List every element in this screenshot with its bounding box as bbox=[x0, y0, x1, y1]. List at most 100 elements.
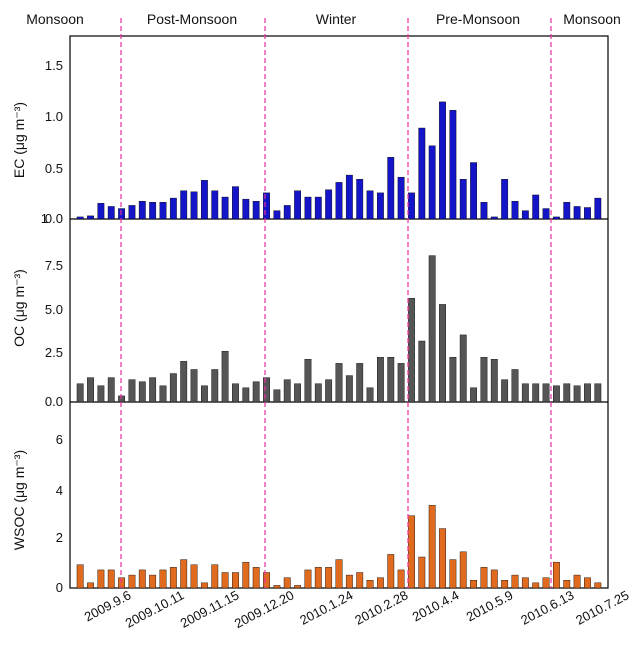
wsoc-bar bbox=[242, 561, 250, 589]
oc-bar bbox=[273, 389, 281, 403]
wsoc-bar bbox=[97, 569, 105, 589]
season-label-monsoon-end: Monsoon bbox=[563, 11, 621, 27]
oc-bar bbox=[304, 359, 312, 403]
ec-bar bbox=[283, 205, 291, 220]
wsoc-bar bbox=[397, 569, 405, 589]
oc-bar bbox=[76, 383, 84, 403]
xtick-label: 2010.7.25 bbox=[573, 587, 631, 627]
xtick-label: 2009.12.20 bbox=[232, 587, 297, 631]
ec-bar bbox=[377, 192, 384, 220]
wsoc-bar bbox=[584, 577, 591, 589]
oc-bar bbox=[325, 379, 333, 403]
xtick-label: 2010.4.4 bbox=[410, 587, 462, 624]
oc-ytick-label: 2.5 bbox=[45, 345, 63, 360]
ec-bar bbox=[418, 127, 426, 220]
wsoc-bar bbox=[356, 572, 364, 589]
ec-ytick-label: 0.0 bbox=[45, 211, 63, 226]
ec-bar bbox=[439, 101, 446, 220]
oc-ytick-label: 0.0 bbox=[45, 394, 63, 409]
wsoc-bar bbox=[573, 574, 581, 589]
oc-bar bbox=[594, 383, 602, 403]
ec-bar bbox=[480, 202, 488, 220]
ec-bar bbox=[128, 205, 136, 220]
oc-bar bbox=[138, 381, 146, 403]
oc-bar bbox=[345, 375, 353, 403]
ec-bar bbox=[159, 202, 167, 220]
wsoc-bar bbox=[169, 567, 177, 589]
oc-bar bbox=[335, 363, 343, 403]
season-dividers bbox=[120, 18, 552, 588]
wsoc-bar bbox=[325, 567, 333, 589]
ec-bar bbox=[459, 179, 467, 220]
oc-bar bbox=[97, 385, 105, 403]
wsoc-bar bbox=[283, 577, 291, 589]
oc-bar bbox=[356, 363, 364, 403]
oc-bar bbox=[180, 361, 188, 403]
wsoc-bar bbox=[387, 554, 395, 589]
wsoc-bar bbox=[480, 567, 488, 589]
ec-bar bbox=[594, 197, 602, 220]
wsoc-bar bbox=[470, 580, 478, 589]
oc-bar bbox=[563, 383, 571, 403]
oc-bar bbox=[314, 383, 322, 403]
wsoc-bar bbox=[232, 572, 239, 589]
wsoc-axis-title: WSOC (μg m⁻³) bbox=[11, 450, 27, 550]
oc-bar bbox=[128, 379, 136, 403]
oc-bar bbox=[149, 377, 157, 403]
ec-bar bbox=[97, 203, 105, 220]
wsoc-bar bbox=[128, 574, 136, 589]
ec-bar bbox=[232, 186, 239, 220]
oc-bars bbox=[76, 255, 602, 403]
ec-bar bbox=[325, 189, 333, 220]
oc-ytick-label: 5.0 bbox=[45, 302, 63, 317]
season-label-winter: Winter bbox=[316, 11, 357, 27]
xtick-label: 2010.2.28 bbox=[352, 587, 410, 627]
wsoc-bar bbox=[190, 564, 198, 589]
x-axis: 2009.9.6 2009.10.11 2009.11.15 2009.12.2… bbox=[82, 587, 632, 631]
ec-bar bbox=[366, 190, 374, 220]
oc-bar bbox=[263, 377, 270, 403]
oc-bar bbox=[439, 304, 446, 403]
oc-bar bbox=[542, 383, 550, 403]
ec-bar bbox=[221, 196, 229, 220]
ec-bar bbox=[335, 182, 343, 220]
oc-bar bbox=[87, 377, 94, 403]
wsoc-bar bbox=[304, 569, 312, 589]
ec-bar bbox=[190, 191, 198, 220]
ec-bar bbox=[584, 207, 591, 220]
wsoc-bar bbox=[521, 577, 529, 589]
wsoc-bar bbox=[294, 585, 302, 589]
oc-bar bbox=[252, 381, 260, 403]
oc-bar bbox=[283, 379, 291, 403]
xtick-label: 2010.1.24 bbox=[297, 587, 355, 627]
ec-bar bbox=[573, 206, 581, 220]
xtick-label: 2009.11.15 bbox=[178, 587, 242, 630]
ec-bar bbox=[397, 176, 405, 220]
ec-bar bbox=[294, 190, 302, 220]
oc-bar bbox=[242, 387, 250, 403]
ec-partial-label: 1 bbox=[41, 211, 48, 226]
ec-y-axis: 0.0 0.5 1.0 1.5 bbox=[45, 58, 63, 226]
ec-bar bbox=[242, 198, 250, 220]
ec-bar bbox=[345, 174, 353, 220]
ec-bar bbox=[501, 179, 509, 220]
oc-bar bbox=[459, 334, 467, 403]
oc-ytick-label: 7.5 bbox=[45, 258, 63, 273]
xtick-label: 2010.5.9 bbox=[464, 587, 516, 624]
wsoc-bar bbox=[149, 574, 157, 589]
wsoc-bar bbox=[563, 580, 571, 589]
ec-bar bbox=[532, 194, 540, 220]
wsoc-bar bbox=[138, 569, 146, 589]
ec-ytick-label: 0.5 bbox=[45, 161, 63, 176]
oc-bar bbox=[553, 385, 560, 403]
oc-y-axis: 0.0 2.5 5.0 7.5 bbox=[45, 258, 63, 409]
oc-bar bbox=[490, 359, 498, 403]
ec-bar bbox=[76, 216, 84, 220]
ec-bars bbox=[76, 101, 602, 220]
oc-bar bbox=[408, 298, 415, 403]
oc-axis-title: OC (μg m⁻³) bbox=[11, 269, 27, 347]
wsoc-ytick-label: 2 bbox=[56, 530, 63, 545]
wsoc-bar bbox=[377, 577, 384, 589]
wsoc-bar bbox=[490, 569, 498, 589]
oc-bar bbox=[294, 383, 302, 403]
